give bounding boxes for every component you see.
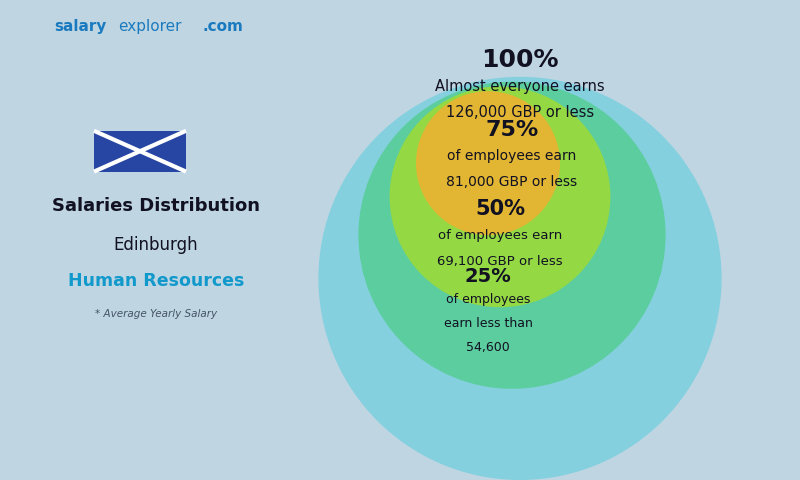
Text: salary: salary [54,19,106,34]
Text: 100%: 100% [482,48,558,72]
Ellipse shape [390,86,610,307]
Text: * Average Yearly Salary: * Average Yearly Salary [95,310,217,319]
Text: 81,000 GBP or less: 81,000 GBP or less [446,175,578,190]
Text: earn less than: earn less than [443,317,533,330]
Text: .com: .com [202,19,243,34]
Text: 50%: 50% [475,199,525,219]
Text: of employees earn: of employees earn [447,149,577,163]
Text: Salaries Distribution: Salaries Distribution [52,197,260,216]
Ellipse shape [358,82,666,389]
Text: 69,100 GBP or less: 69,100 GBP or less [437,255,563,268]
Text: Edinburgh: Edinburgh [114,236,198,254]
Ellipse shape [318,77,722,480]
Text: 25%: 25% [465,266,511,286]
Text: of employees: of employees [446,293,530,306]
Text: explorer: explorer [118,19,182,34]
Ellipse shape [416,91,560,235]
Text: Human Resources: Human Resources [68,272,244,290]
Text: 54,600: 54,600 [466,341,510,354]
Text: 75%: 75% [486,120,538,140]
Text: Almost everyone earns: Almost everyone earns [435,79,605,94]
FancyBboxPatch shape [94,131,186,171]
Text: of employees earn: of employees earn [438,228,562,242]
Text: 126,000 GBP or less: 126,000 GBP or less [446,105,594,120]
